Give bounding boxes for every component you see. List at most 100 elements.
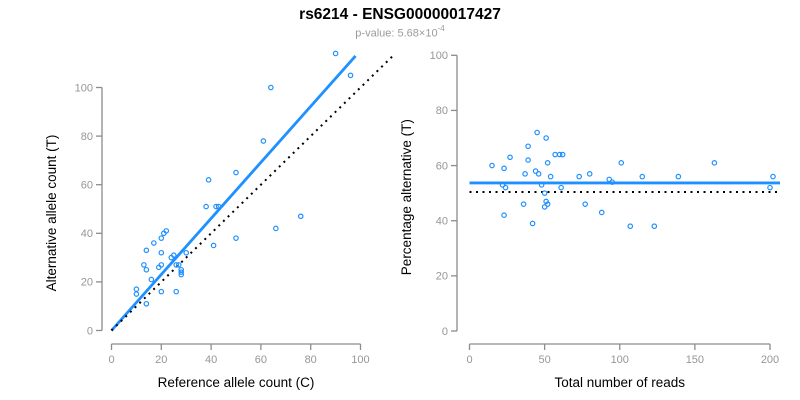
data-point	[544, 160, 551, 166]
x-axis-title: Total number of reads	[554, 375, 685, 390]
data-point	[586, 171, 593, 177]
data-point	[558, 184, 564, 191]
x-tick-label: 100	[351, 354, 369, 366]
data-point	[210, 242, 217, 249]
y-tick-label: 100	[430, 50, 448, 62]
y-tick-label: 20	[436, 271, 448, 283]
data-point	[627, 223, 634, 230]
data-point	[770, 173, 776, 180]
data-point	[203, 203, 209, 210]
data-point	[133, 291, 140, 297]
y-tick-label: 40	[436, 216, 448, 228]
data-point	[522, 171, 528, 177]
x-tick-label: 40	[205, 354, 217, 366]
data-point	[233, 235, 239, 241]
data-point	[173, 288, 180, 295]
data-point	[215, 203, 222, 210]
pvalue-exponent: -4	[437, 24, 445, 33]
y-tick-label: 0	[87, 325, 93, 337]
x-tick-label: 0	[466, 354, 472, 366]
data-point	[559, 151, 566, 158]
x-tick-label: 20	[155, 354, 167, 366]
data-point	[532, 168, 539, 174]
data-point	[598, 209, 605, 216]
data-point	[178, 269, 185, 275]
data-point	[534, 129, 540, 136]
data-point	[502, 184, 509, 191]
regression-line	[110, 54, 357, 332]
x-tick-label: 50	[539, 354, 551, 366]
x-tick-label: 80	[305, 354, 317, 366]
data-point	[133, 286, 140, 292]
data-point	[151, 240, 157, 246]
data-point	[148, 276, 155, 283]
data-point	[205, 177, 212, 183]
pvalue-subtitle: p-value: 5.68×10-4	[0, 24, 800, 40]
data-point	[183, 249, 190, 256]
y-tick-label: 80	[81, 131, 93, 143]
data-point	[158, 249, 165, 256]
data-point	[158, 235, 165, 241]
data-point	[213, 203, 219, 210]
data-point	[347, 72, 354, 79]
data-point	[544, 201, 551, 207]
x-axis-title: Reference allele count (C)	[158, 375, 315, 390]
data-point	[525, 143, 531, 150]
data-point	[297, 213, 304, 220]
data-point	[501, 165, 507, 172]
data-point	[489, 162, 495, 169]
data-point	[543, 135, 549, 141]
data-point	[143, 247, 150, 254]
y-tick-label: 60	[436, 160, 448, 172]
data-point	[541, 204, 548, 210]
data-point	[158, 288, 165, 295]
y-tick-label: 60	[81, 180, 93, 192]
data-point	[158, 262, 165, 268]
x-tick-label: 150	[686, 354, 704, 366]
figure-title: rs6214 - ENSG00000017427	[299, 6, 501, 23]
y-axis-title: Percentage alternative (T)	[399, 119, 414, 275]
y-tick-label: 0	[442, 326, 448, 338]
data-point	[547, 173, 554, 180]
data-point	[525, 157, 531, 163]
data-point	[556, 151, 563, 158]
data-point	[332, 50, 339, 57]
data-point	[767, 184, 773, 191]
data-point	[552, 151, 558, 158]
data-point	[609, 179, 616, 185]
data-point	[260, 138, 267, 144]
data-point	[711, 160, 718, 166]
data-point	[675, 173, 682, 180]
identity-line	[110, 55, 394, 332]
data-point	[175, 262, 182, 268]
data-point	[507, 154, 513, 161]
data-point	[233, 169, 239, 176]
data-point	[639, 173, 646, 180]
data-point	[499, 182, 506, 188]
y-tick-label: 40	[81, 228, 93, 240]
data-point	[268, 84, 274, 91]
data-point	[543, 198, 549, 205]
data-point	[520, 201, 527, 207]
data-point	[529, 220, 536, 227]
data-point	[618, 160, 625, 166]
x-tick-label: 60	[255, 354, 267, 366]
data-point	[651, 223, 658, 230]
y-tick-label: 80	[436, 105, 448, 117]
data-point	[163, 228, 170, 234]
data-point	[538, 182, 545, 188]
x-tick-label: 0	[108, 354, 114, 366]
data-point	[178, 271, 185, 278]
y-axis-title: Alternative allele count (T)	[44, 135, 59, 292]
data-point	[606, 176, 613, 183]
data-point	[173, 262, 180, 268]
data-point	[501, 212, 507, 219]
data-point	[541, 190, 548, 196]
data-point	[576, 173, 582, 180]
data-point	[143, 266, 150, 273]
data-point	[582, 201, 588, 207]
data-point	[170, 252, 177, 258]
x-tick-label: 100	[611, 354, 629, 366]
